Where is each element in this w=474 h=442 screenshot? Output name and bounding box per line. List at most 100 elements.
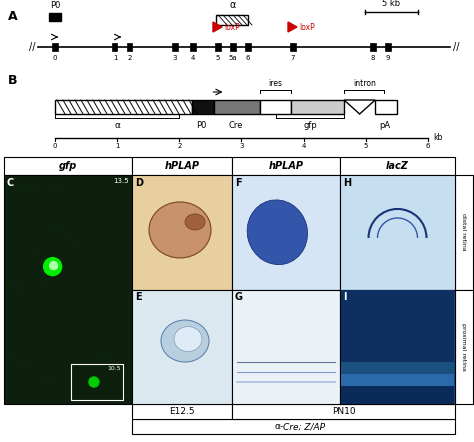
Bar [290,43,296,51]
Bar [232,157,340,175]
Bar [341,290,454,362]
Bar [4,157,132,175]
Text: 9: 9 [386,55,390,61]
Text: //: // [453,42,459,52]
Bar [132,175,232,290]
Text: loxP: loxP [224,23,240,31]
Bar [192,100,213,114]
Ellipse shape [149,202,211,258]
Bar [232,404,455,419]
Text: 10.5: 10.5 [107,366,120,371]
Bar [128,43,133,51]
Bar [232,290,340,404]
Bar [132,290,232,404]
Bar [112,43,118,51]
Bar [455,290,473,404]
Text: E12.5: E12.5 [169,407,195,416]
Text: 0: 0 [53,143,57,149]
Text: PN10: PN10 [332,407,356,416]
Text: 4: 4 [191,55,195,61]
Ellipse shape [185,214,205,230]
Bar [341,386,454,404]
Text: 8: 8 [371,55,375,61]
Bar [55,100,192,114]
Text: 3: 3 [173,55,177,61]
Bar [71,364,123,400]
Bar [340,157,455,175]
Bar [132,404,232,419]
Text: I: I [343,292,346,301]
Text: B: B [8,74,18,87]
Text: kb: kb [433,133,442,142]
Bar [215,43,221,51]
Text: 5 kb: 5 kb [383,0,401,8]
Bar [132,157,232,175]
Text: 5a: 5a [228,55,237,61]
Circle shape [50,262,58,270]
Text: H: H [343,178,351,188]
Text: 3: 3 [239,143,244,149]
Text: P0: P0 [50,1,60,10]
Text: E: E [135,292,142,301]
Text: 6: 6 [426,143,430,149]
Circle shape [89,377,99,387]
Polygon shape [344,100,375,114]
Text: A: A [8,10,18,23]
Bar [132,419,455,434]
Bar [341,362,454,374]
Bar [232,175,340,290]
Bar [385,43,391,51]
Text: 1: 1 [115,143,119,149]
Text: lacZ: lacZ [386,161,409,171]
Bar [375,100,397,114]
Bar [455,175,473,290]
Text: ires: ires [269,79,283,88]
Bar [213,100,260,114]
Text: loxP: loxP [299,23,315,31]
Text: 2: 2 [128,55,132,61]
Text: D: D [135,178,143,188]
Text: α: α [114,121,120,130]
Text: C: C [7,178,14,188]
Text: 6: 6 [246,55,250,61]
Ellipse shape [247,200,308,265]
Circle shape [44,258,62,276]
Text: Cre: Cre [228,121,243,130]
Text: intron: intron [353,79,376,88]
Text: pA: pA [379,121,390,130]
Bar [216,15,248,25]
Text: gfp: gfp [303,121,317,130]
Bar [4,175,132,404]
Bar [230,43,236,51]
Text: P0: P0 [196,121,206,130]
Text: 5: 5 [216,55,220,61]
Text: 4: 4 [301,143,306,149]
Text: hPLAP: hPLAP [164,161,200,171]
Bar [49,13,61,21]
Text: 5: 5 [364,143,368,149]
Bar [190,43,196,51]
Text: G: G [235,292,243,301]
Text: α: α [230,0,236,10]
Bar [370,43,376,51]
Text: 13.5: 13.5 [113,178,129,184]
Text: proximal retina: proximal retina [462,323,466,371]
Bar [340,175,455,290]
Text: gfp: gfp [59,161,77,171]
Bar [52,43,58,51]
Text: distal retina: distal retina [462,213,466,251]
Ellipse shape [174,327,202,351]
Ellipse shape [161,320,209,362]
Bar [341,374,454,386]
Text: F: F [235,178,242,188]
Bar [172,43,178,51]
Bar [291,100,344,114]
Text: hPLAP: hPLAP [268,161,303,171]
Text: 7: 7 [291,55,295,61]
Text: α-: α- [274,422,283,431]
Text: 1: 1 [113,55,117,61]
Text: Cre; Z/AP: Cre; Z/AP [283,422,326,431]
Polygon shape [213,22,222,32]
Bar [260,100,291,114]
Text: //: // [29,42,35,52]
